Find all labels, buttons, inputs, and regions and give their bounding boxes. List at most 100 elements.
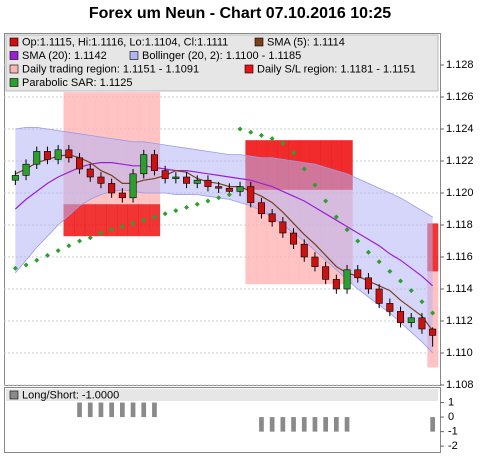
candle-body [161,170,169,179]
candle-body [332,279,340,290]
sar-dot [387,268,393,274]
legend: Op:1.1115, Hi:1.1116, Lo:1.1104, Cl:1.11… [5,34,439,92]
sar-dot [301,166,307,172]
sar-dot [430,310,436,316]
candle-body [279,221,287,234]
sar-dot [205,198,211,204]
bar [301,417,307,432]
candle-body [268,213,276,223]
candle-body [418,317,426,330]
candle-body [407,317,415,323]
trading-region [427,271,439,368]
sar-dot [77,238,83,244]
sl-region [331,140,342,190]
sar-dot [87,235,93,241]
bar [130,402,136,418]
sar-dot [162,211,168,217]
legend-swatch [9,64,19,74]
legend-swatch [244,64,254,74]
candle-body [364,277,372,290]
candle-body [54,149,62,160]
sl-region [341,140,353,190]
y-tick-label: 1.108 [446,379,474,391]
y-tick-label: 0 [448,411,454,423]
candle-body [225,187,233,192]
sar-dot [55,248,61,254]
y-tick-label: 1.118 [446,219,473,231]
candle-body [108,183,116,194]
sar-dot [151,214,157,220]
sl-region [74,204,86,237]
legend-box [5,34,439,92]
candle-body [129,173,137,199]
candle-body [65,149,73,159]
bar [291,417,296,432]
bollinger-upper [15,127,433,218]
sl-region [117,204,128,237]
bollinger-lower [15,189,433,354]
sar-dot [419,299,425,305]
sar-dot [141,217,147,223]
main-plot [4,64,440,386]
bar [430,417,436,432]
sar-dot [173,208,179,214]
sl-region [106,204,118,237]
bar [152,402,157,418]
sar-dot [333,214,339,220]
legend-swatch [9,51,19,60]
candle-body [257,202,265,215]
sl-region [84,204,96,237]
sar-dot [323,198,329,204]
sar-dot [237,126,243,132]
y-tick-label: -2 [448,440,458,452]
bar [98,402,104,418]
sl-region [149,204,161,237]
sar-dot [376,259,382,265]
legend-label: SMA (5): 1.1114 [267,36,345,48]
sar-dot [66,243,72,249]
sar-dot [44,252,50,258]
bollinger-band [15,127,433,354]
sl-region [127,204,139,237]
candle-body [236,186,244,192]
chart-title: Forex um Neun - Chart 07.10.2016 10:25 [89,5,391,22]
sar-dot [119,224,125,230]
sar-dot [184,204,190,210]
sl-region [95,204,107,237]
y-tick-label: 1.128 [446,59,474,71]
sar-dot [34,257,40,263]
bar [87,402,93,418]
legend-swatch [129,51,139,60]
candle-body [290,232,298,245]
sar-dot [355,238,361,244]
candle-body [343,269,351,290]
sar-dot [280,140,286,146]
candle-body [33,151,41,165]
candle-body [183,176,191,184]
sar-dot [408,288,414,294]
sar-dot [365,249,371,255]
sar-dot [12,265,18,271]
y-tick-label: 1.126 [446,91,474,103]
sar-dot [269,136,275,142]
candle-body [43,151,51,160]
sar-dot [226,192,232,198]
candle-body [76,157,84,170]
legend-swatch [254,37,264,47]
y-tick-label: 1.122 [446,155,474,167]
bar [333,417,339,432]
candle-body [86,168,94,178]
y-tick-label: 1.116 [446,251,473,263]
candle-body [311,256,319,267]
sl-region [320,140,332,190]
candle-body [140,154,148,175]
candle-body [172,176,180,179]
y-tick-label: 1.112 [446,315,473,327]
bar [344,417,350,432]
candle-body [118,192,126,199]
candle-body [354,269,362,279]
indicator-legend-label: Long/Short: -1.0000 [22,389,119,401]
y-tick-label: 1.120 [446,187,474,199]
candle-body [193,179,201,184]
candle-body [386,303,394,312]
